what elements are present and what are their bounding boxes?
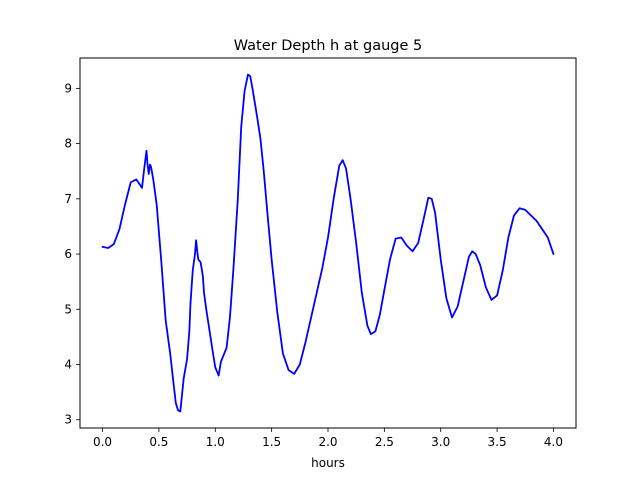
x-tick-label: 3.0 (431, 435, 450, 449)
x-tick-label: 0.5 (149, 435, 168, 449)
plot-area (101, 73, 555, 413)
x-tick-label: 2.0 (318, 435, 337, 449)
x-tick-label: 0.0 (93, 435, 112, 449)
y-tick-label: 8 (64, 137, 72, 151)
x-tick-label: 4.0 (544, 435, 563, 449)
chart-title: Water Depth h at gauge 5 (234, 38, 422, 54)
x-tick-label: 1.5 (262, 435, 281, 449)
plot-frame (79, 57, 577, 429)
y-tick-label: 5 (64, 302, 72, 316)
series-line-0 (101, 73, 555, 413)
x-axis-label: hours (311, 456, 345, 470)
y-tick-label: 6 (64, 247, 72, 261)
axis-ticks: 0.0 0.5 1.0 1.5 2.0 2.5 3.0 3.5 4.0 3 4 5 6 7 8 9 (64, 81, 563, 449)
x-tick-label: 2.5 (375, 435, 394, 449)
x-tick-label: 1.0 (206, 435, 225, 449)
x-tick-label: 3.5 (488, 435, 507, 449)
y-tick-label: 3 (64, 413, 72, 427)
y-tick-label: 9 (64, 81, 72, 95)
y-tick-label: 7 (64, 192, 72, 206)
y-tick-label: 4 (64, 357, 72, 371)
